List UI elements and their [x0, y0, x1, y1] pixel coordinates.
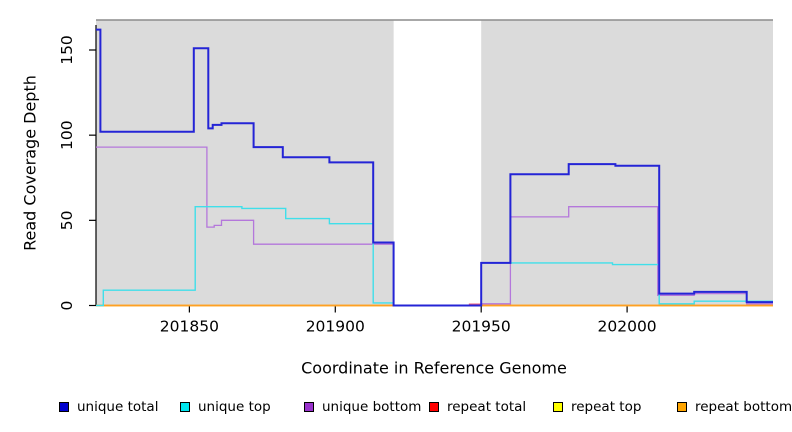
- x-tick-label: 201900: [306, 318, 365, 336]
- x-tick-label: 201850: [160, 318, 219, 336]
- x-axis-title: Coordinate in Reference Genome: [301, 358, 567, 378]
- y-axis-title: Read Coverage Depth: [20, 75, 40, 251]
- legend-item-repeat-bottom: repeat bottom: [677, 396, 792, 418]
- plot-area: 0 50 100 150 201850 201900 201950 202000: [58, 19, 773, 336]
- legend-label-repeat-bottom: repeat bottom: [695, 399, 792, 415]
- x-tick-label: 202000: [598, 318, 657, 336]
- shaded-region-1: [481, 20, 773, 306]
- legend-label-unique-bottom: unique bottom: [322, 399, 422, 415]
- legend-label-repeat-top: repeat top: [571, 399, 642, 415]
- legend-item-unique-total: unique total: [59, 396, 158, 418]
- legend-label-repeat-total: repeat total: [447, 399, 527, 415]
- legend-swatch-unique-top: [180, 402, 190, 412]
- legend-item-repeat-top: repeat top: [553, 396, 641, 418]
- y-tick-label: 0: [58, 301, 76, 311]
- y-tick-label: 100: [58, 120, 76, 150]
- legend-item-repeat-total: repeat total: [429, 396, 526, 418]
- series-unique-total-line: [96, 28, 773, 307]
- x-tick-label: 201950: [452, 318, 511, 336]
- y-tick-label: 150: [58, 35, 76, 65]
- legend-swatch-repeat-top: [553, 402, 563, 412]
- legend-swatch-repeat-bottom: [677, 402, 687, 412]
- legend-item-unique-top: unique top: [180, 396, 271, 418]
- y-tick-label: 50: [58, 210, 76, 230]
- legend-label-unique-top: unique top: [198, 399, 271, 415]
- legend: unique total unique top unique bottom re…: [0, 396, 792, 422]
- legend-item-unique-bottom: unique bottom: [304, 396, 421, 418]
- legend-swatch-unique-bottom: [304, 402, 314, 412]
- legend-label-unique-total: unique total: [77, 399, 159, 415]
- legend-swatch-unique-total: [59, 402, 69, 412]
- legend-swatch-repeat-total: [429, 402, 439, 412]
